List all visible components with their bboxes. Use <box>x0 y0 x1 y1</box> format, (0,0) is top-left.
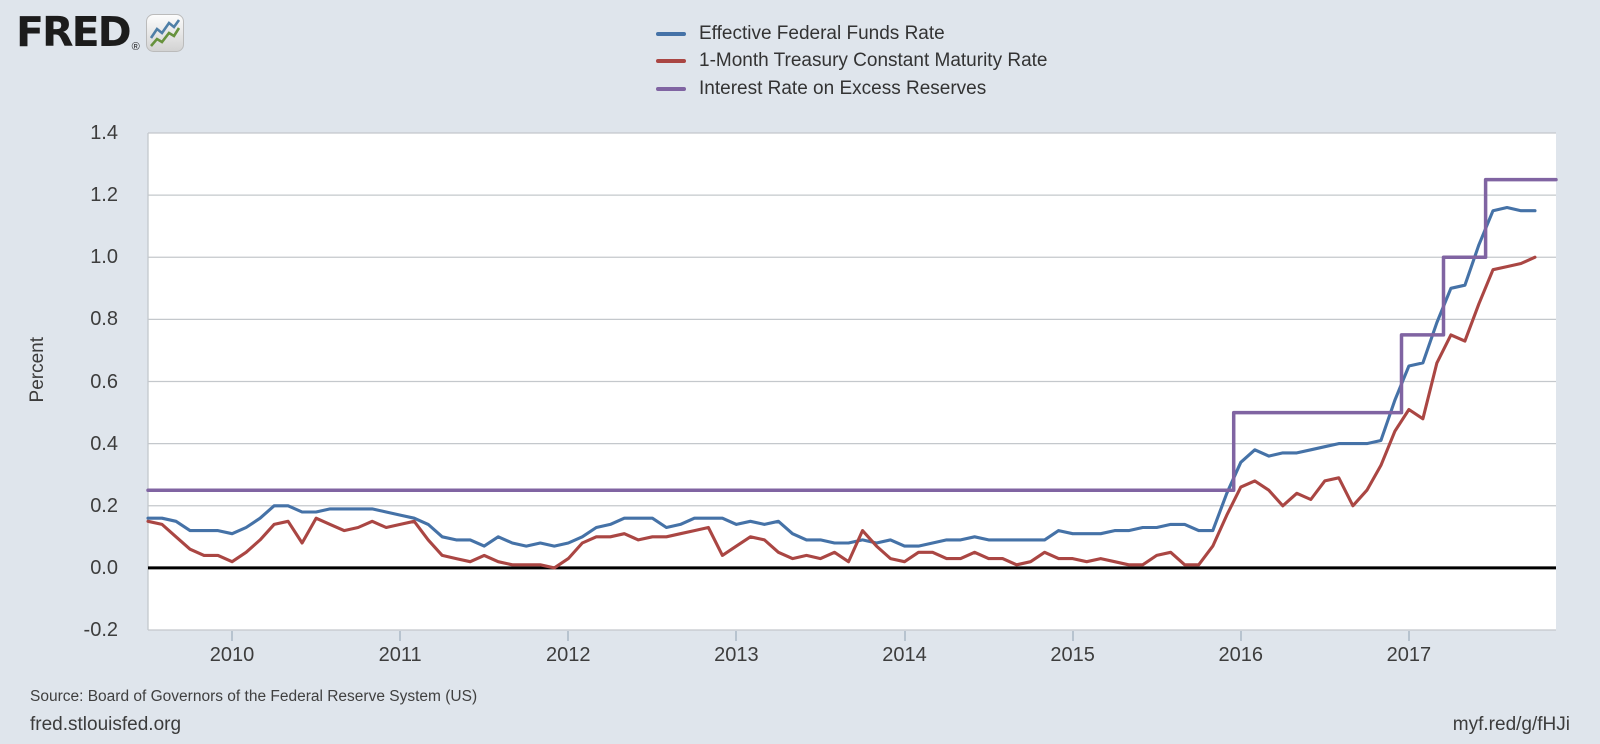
fred-site-link[interactable]: fred.stlouisfed.org <box>30 714 182 735</box>
x-tick-mark <box>1407 631 1410 641</box>
legend-item-2: Interest Rate on Excess Reserves <box>656 75 1047 103</box>
x-tick-label: 2017 <box>1386 644 1432 666</box>
series-line-2 <box>146 177 1558 492</box>
legend-item-0: Effective Federal Funds Rate <box>656 20 1047 48</box>
x-tick-label: 2010 <box>209 644 255 666</box>
source-note: Source: Board of Governors of the Federa… <box>30 688 478 705</box>
fred-logo-text: FRED <box>16 8 132 56</box>
legend-swatch <box>656 86 686 91</box>
x-tick-label: 2013 <box>714 644 759 666</box>
legend-label: Interest Rate on Excess Reserves <box>699 77 987 99</box>
x-tick-mark <box>231 631 234 641</box>
y-tick-label: 0.6 <box>90 370 118 393</box>
graph-short-url-link[interactable]: myf.red/g/fHJi <box>1452 714 1570 735</box>
y-tick-label: 0.8 <box>90 308 118 331</box>
legend-swatch <box>656 31 686 36</box>
plot-area <box>146 132 1558 631</box>
registered-trademark-symbol: ® <box>131 41 140 53</box>
y-tick-label: 0.0 <box>90 556 118 579</box>
series-line-1 <box>146 255 1537 570</box>
legend-item-1: 1-Month Treasury Constant Maturity Rate <box>656 48 1047 76</box>
legend-label: 1-Month Treasury Constant Maturity Rate <box>699 50 1048 72</box>
y-tick-label: 0.4 <box>90 432 118 455</box>
x-tick-label: 2014 <box>882 644 927 666</box>
x-tick-mark <box>1239 631 1242 641</box>
fred-sparkline-icon <box>145 14 184 57</box>
fred-logo[interactable]: FRED ® <box>16 10 184 57</box>
legend-swatch <box>656 59 686 64</box>
y-tick-label: 1.2 <box>90 184 118 207</box>
x-tick-label: 2011 <box>378 644 422 666</box>
series-line-0 <box>146 205 1537 548</box>
x-tick-label: 2016 <box>1218 644 1264 666</box>
x-tick-mark <box>399 631 402 641</box>
y-tick-label: 1.4 <box>90 122 118 144</box>
x-tick-mark <box>567 631 570 641</box>
x-tick-mark <box>735 631 738 641</box>
x-tick-label: 2015 <box>1050 644 1095 666</box>
x-tick-mark <box>1071 631 1074 641</box>
y-tick-label: -0.2 <box>83 619 118 641</box>
legend: Effective Federal Funds Rate 1-Month Trea… <box>656 20 1047 103</box>
x-tick-label: 2012 <box>546 644 591 666</box>
chart-svg <box>146 132 1558 631</box>
x-tick-mark <box>903 631 906 641</box>
y-tick-label: 1.0 <box>90 246 118 269</box>
y-tick-label: 0.2 <box>90 494 118 517</box>
legend-label: Effective Federal Funds Rate <box>699 22 945 44</box>
